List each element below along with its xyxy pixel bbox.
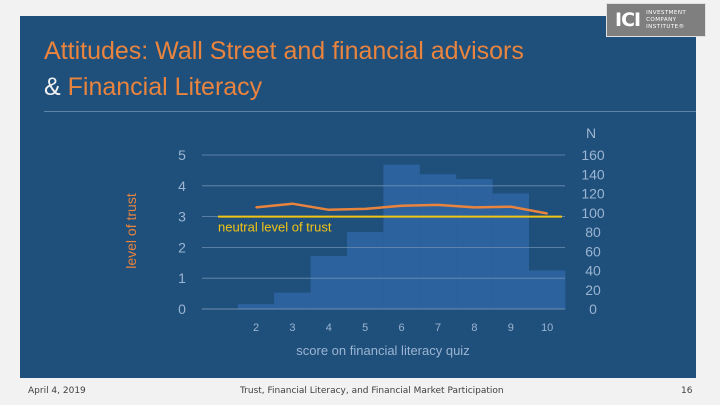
x-tick-6: 6 (399, 322, 405, 334)
y2-tick-40: 40 (585, 263, 601, 279)
bar-x7 (419, 174, 457, 309)
y-tick-4: 4 (178, 178, 186, 194)
y-tick-0: 0 (178, 301, 186, 317)
bar-x3 (274, 292, 311, 309)
title-divider (44, 111, 696, 112)
trust-point-x3 (291, 202, 294, 205)
trust-point-x6 (400, 205, 403, 207)
slide-title-line-1: Attitudes: Wall Street and financial adv… (44, 37, 524, 65)
bar-x10 (529, 270, 566, 309)
y-tick-3: 3 (178, 209, 186, 225)
x-tick-3: 3 (289, 322, 295, 334)
title-financial-literacy: Financial Literacy (67, 73, 263, 101)
trust-point-x2 (255, 206, 257, 209)
y2-tick-100: 100 (581, 205, 605, 221)
axis-text-layer: 0 1 2 3 4 5 0 20 40 60 80 100 120 140 160 N 2 3 4 5 6 7 8 9 10 sc… (123, 125, 605, 358)
trust-point-x8 (473, 206, 476, 209)
bars-layer (237, 164, 566, 309)
y2-tick-140: 140 (581, 166, 605, 182)
y2-tick-80: 80 (585, 224, 601, 240)
ici-logo: ICI INVESTMENT COMPANY INSTITUTE® (606, 3, 706, 37)
footer-date: April 4, 2019 (28, 386, 86, 396)
slide-title-line-2: & Financial Literacy (44, 72, 262, 102)
y-tick-2: 2 (178, 239, 186, 255)
reference-layer: neutral level of trust (218, 215, 562, 235)
x-tick-10: 10 (541, 322, 553, 334)
y2-tick-120: 120 (581, 186, 605, 202)
page-number: 16 (681, 386, 693, 396)
trust-point-x10 (546, 212, 548, 215)
x-tick-7: 7 (435, 322, 441, 334)
bar-x9 (492, 193, 529, 309)
bar-x6 (383, 164, 420, 309)
slide-panel (20, 16, 696, 378)
trust-point-x4 (328, 209, 330, 211)
trust-point-x5 (364, 208, 367, 210)
x-axis-title: score on financial literacy quiz (296, 343, 469, 358)
y2-tick-60: 60 (585, 243, 601, 259)
y2-tick-0: 0 (589, 301, 597, 317)
x-tick-8: 8 (471, 322, 477, 334)
line-layer (255, 202, 548, 215)
footer-title: Trust, Financial Literacy, and Financial… (240, 386, 504, 396)
bar-x5 (347, 232, 384, 309)
x-tick-9: 9 (508, 322, 514, 334)
y-tick-5: 5 (178, 147, 186, 163)
x-tick-5: 5 (362, 322, 368, 334)
trust-point-x7 (437, 204, 439, 206)
logo-text: INVESTMENT COMPANY INSTITUTE® (646, 9, 687, 30)
x-tick-4: 4 (326, 322, 332, 334)
title-ampersand: & (44, 73, 61, 101)
y2-axis-title: N (586, 125, 596, 141)
x-tick-2: 2 (253, 322, 259, 334)
neutral-trust-label: neutral level of trust (218, 220, 332, 235)
y2-tick-20: 20 (585, 282, 601, 298)
y-tick-1: 1 (178, 270, 186, 286)
y2-tick-160: 160 (581, 147, 605, 163)
bar-x4 (310, 256, 347, 309)
y-axis-title: level of trust (123, 193, 139, 269)
bar-x8 (456, 179, 493, 309)
logo-mark: ICI (615, 9, 641, 31)
bar-x2 (237, 304, 275, 309)
trust-point-x9 (510, 205, 512, 208)
